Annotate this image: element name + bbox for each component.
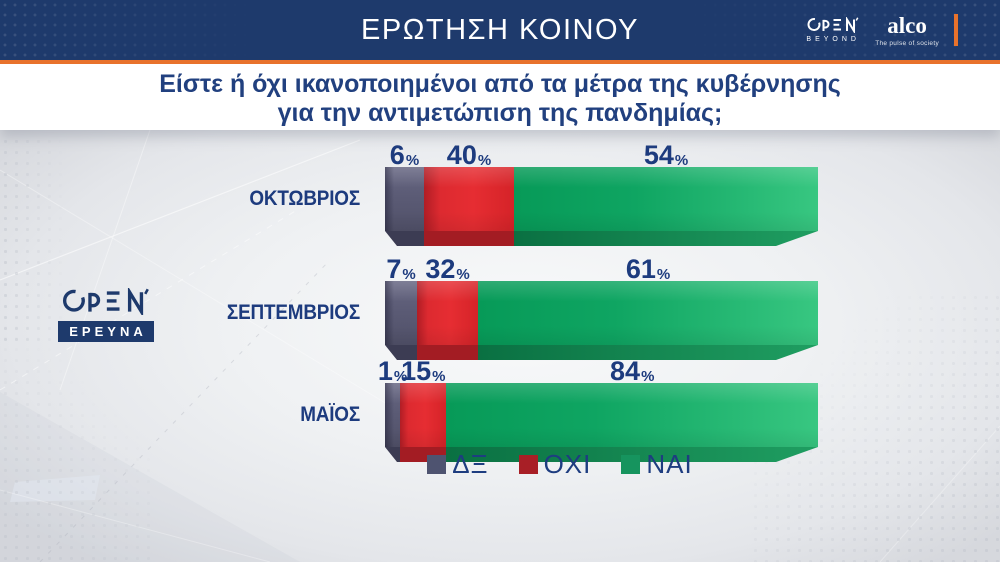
stacked-bar: 6% 40% 54% <box>385 138 818 246</box>
value-labels: 7% 32% 61% <box>385 252 818 284</box>
segment-oxi <box>417 281 479 345</box>
legend-swatch-dx <box>427 454 447 474</box>
value-label-nai: 54% <box>643 139 689 170</box>
stacked-bar: 7% 32% 61% <box>385 252 818 360</box>
segment-nai <box>478 281 818 345</box>
bar-bevel <box>385 231 818 246</box>
legend-label: ΔΞ <box>452 449 489 479</box>
value-label-dx: 6% <box>389 139 420 170</box>
value-label-dx: 7% <box>386 253 416 284</box>
chart-area: ΕΡΕΥΝΑ ΟΚΤΩΒΡΙΟΣ 6% 40% 54% <box>0 130 1000 562</box>
bar-row-may: ΜΑΪΟΣ 1% 15% 84% <box>0 354 1000 466</box>
bar-bevel <box>385 345 818 360</box>
header-dot-pattern-left <box>0 0 260 60</box>
legend-label: ΝΑΙ <box>646 449 693 479</box>
segment-dx <box>385 383 401 447</box>
ereyna-badge: ΕΡΕΥΝΑ <box>58 321 154 342</box>
segment-oxi <box>400 383 447 447</box>
value-label-oxi: 40% <box>446 139 492 170</box>
value-label-dx: 1% <box>377 355 408 386</box>
stacked-bar: 1% 15% 84% <box>377 354 818 462</box>
legend-label: ΟΧΙ <box>543 449 592 479</box>
header-logos: BEYOND alco The pulse of society <box>806 0 958 60</box>
segment-nai <box>514 167 818 231</box>
chart-legend: ΔΞ ΟΧΙ ΝΑΙ <box>320 451 800 477</box>
page-title: ΕΡΩΤΗΣΗ ΚΟΙΝΟΥ <box>361 14 639 46</box>
legend-swatch-nai <box>621 454 641 474</box>
value-label-nai: 84% <box>610 355 655 386</box>
value-label-nai: 61% <box>625 253 671 284</box>
question-line-2: για την αντιμετώπιση της πανδημίας; <box>277 99 723 127</box>
legend-item-dx: ΔΞ <box>427 451 488 477</box>
legend-swatch-oxi <box>518 454 538 474</box>
segment-dx <box>385 167 424 231</box>
bar-row-september: ΣΕΠΤΕΜΒΡΙΟΣ 7% 32% 61% <box>0 252 1000 364</box>
segment-dx <box>385 281 418 345</box>
alco-accent-bar <box>954 14 958 46</box>
alco-wordmark: alco <box>887 12 927 38</box>
bar-row-october: ΟΚΤΩΒΡΙΟΣ 6% 40% 54% <box>0 138 1000 250</box>
bar-face <box>385 167 818 231</box>
alco-logo: alco The pulse of society <box>875 14 939 47</box>
value-labels: 1% 15% 84% <box>377 354 818 386</box>
segment-nai <box>446 383 818 447</box>
open-ereyna-logo: ΕΡΕΥΝΑ <box>58 288 154 342</box>
alco-tagline: The pulse of society <box>875 39 939 47</box>
category-label: ΣΕΠΤΕΜΒΡΙΟΣ <box>226 301 360 324</box>
category-label: ΜΑΪΟΣ <box>300 403 360 426</box>
bar-face <box>385 383 818 447</box>
value-label-oxi: 15% <box>401 355 446 386</box>
header-bar: ΕΡΩΤΗΣΗ ΚΟΙΝΟΥ BEYOND alco The pulse of … <box>0 0 1000 64</box>
question-line-1: Είστε ή όχι ικανοποιημένοι από τα μέτρα … <box>159 70 841 98</box>
value-label-oxi: 32% <box>425 253 470 284</box>
value-labels: 6% 40% 54% <box>385 138 818 170</box>
segment-oxi <box>423 167 515 231</box>
open-logo-icon <box>807 17 859 32</box>
legend-item-oxi: ΟΧΙ <box>518 449 592 479</box>
open-beyond-logo: BEYOND <box>806 17 860 43</box>
legend-item-nai: ΝΑΙ <box>621 451 692 477</box>
bar-face <box>385 281 818 345</box>
question-band: Είστε ή όχι ικανοποιημένοι από τα μέτρα … <box>0 64 1000 130</box>
category-label: ΟΚΤΩΒΡΙΟΣ <box>249 187 360 210</box>
open-beyond-label: BEYOND <box>806 36 860 43</box>
